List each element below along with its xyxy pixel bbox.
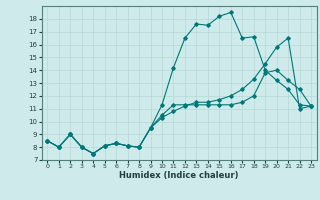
X-axis label: Humidex (Indice chaleur): Humidex (Indice chaleur) xyxy=(119,171,239,180)
